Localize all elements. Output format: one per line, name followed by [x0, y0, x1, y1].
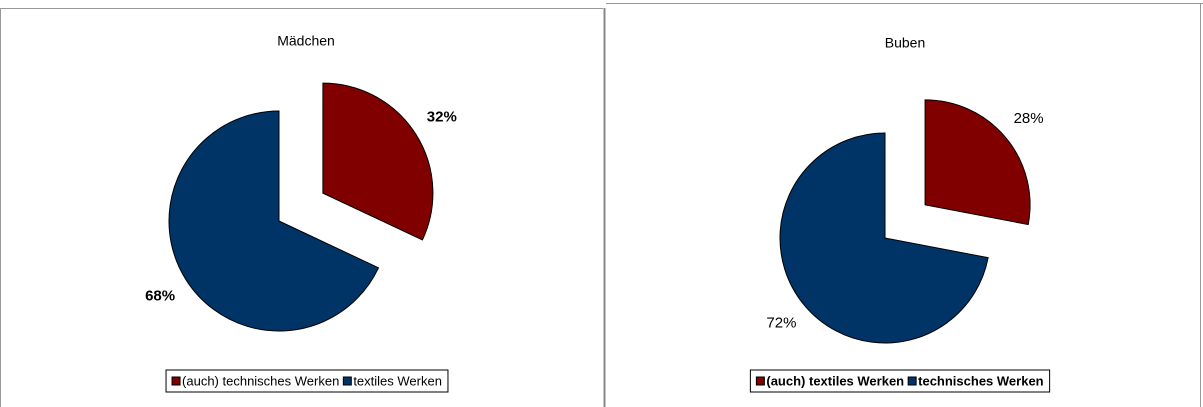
legend-label: (auch) textiles Werken [766, 373, 904, 388]
data-label: 32% [427, 109, 457, 126]
legend-label: (auch) technisches Werken [182, 373, 339, 388]
legend-label: textiles Werken [353, 373, 442, 388]
pie-slice [779, 132, 989, 344]
pie-slice [322, 82, 434, 241]
legend-label: technisches Werken [918, 373, 1044, 388]
legend-box [165, 369, 449, 393]
data-label: 68% [145, 287, 175, 304]
legend-swatch [342, 376, 352, 386]
data-label: 28% [1014, 110, 1044, 127]
legend-swatch [171, 376, 181, 386]
legend-box [749, 369, 1051, 393]
pie-slice [924, 99, 1031, 226]
chart-title: Buben [885, 35, 925, 51]
legend-swatch [755, 376, 765, 386]
legend-swatch [907, 376, 917, 386]
chart-title: Mädchen [277, 33, 335, 49]
data-label: 72% [766, 315, 796, 332]
pie-slice [168, 110, 380, 332]
